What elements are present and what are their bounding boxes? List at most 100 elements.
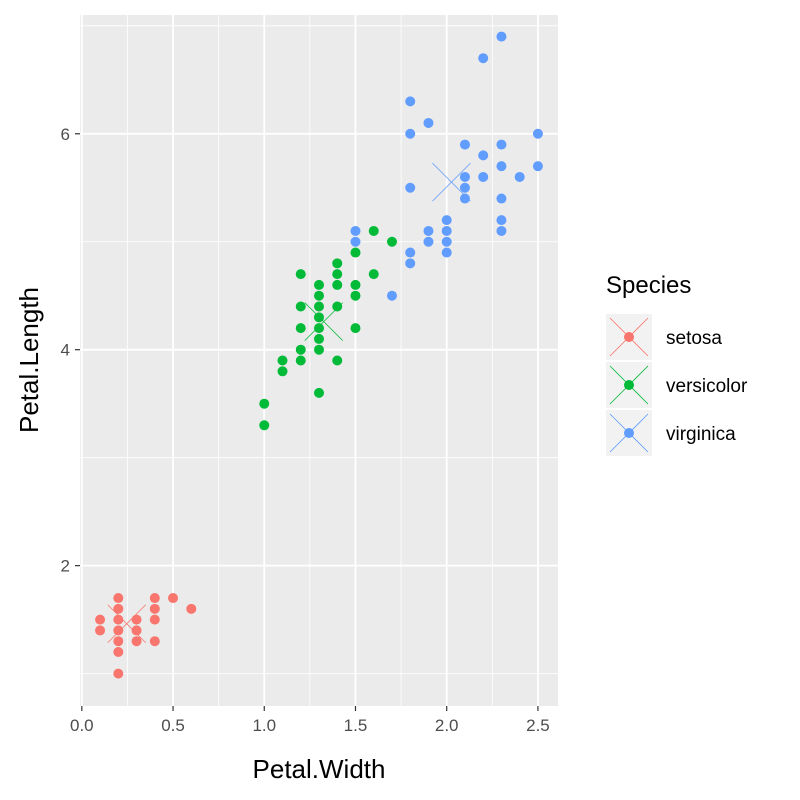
data-point-versicolor bbox=[332, 301, 343, 312]
data-point-virginica bbox=[405, 128, 416, 139]
y-axis-ticks: 2 4 6 bbox=[61, 125, 80, 576]
x-axis-title: Petal.Width bbox=[253, 754, 386, 784]
data-point-versicolor bbox=[314, 301, 324, 312]
data-point-setosa bbox=[113, 614, 124, 625]
data-point-versicolor bbox=[350, 279, 361, 290]
data-point-versicolor bbox=[314, 290, 324, 301]
data-point-versicolor bbox=[295, 355, 306, 366]
data-point-setosa bbox=[95, 614, 106, 625]
data-point-virginica bbox=[496, 139, 507, 150]
data-point-versicolor bbox=[332, 279, 343, 290]
data-point-virginica bbox=[532, 128, 543, 139]
data-point-virginica bbox=[405, 247, 416, 258]
centroid-marker-virginica bbox=[432, 162, 471, 202]
y-tick-label: 6 bbox=[61, 125, 70, 144]
data-point-versicolor bbox=[350, 290, 361, 301]
data-point-virginica bbox=[441, 236, 452, 247]
x-tick-label: 1.5 bbox=[344, 716, 368, 735]
data-point-versicolor bbox=[295, 344, 306, 355]
data-point-versicolor bbox=[295, 269, 306, 280]
data-point-setosa bbox=[113, 636, 124, 647]
data-point-virginica bbox=[423, 117, 434, 128]
data-point-versicolor bbox=[332, 258, 343, 269]
data-point-versicolor bbox=[332, 355, 343, 366]
data-point-virginica bbox=[478, 171, 489, 182]
points-layer bbox=[95, 31, 543, 679]
y-axis-title: Petal.Length bbox=[14, 287, 44, 433]
grid-minor bbox=[80, 15, 558, 706]
data-point-virginica bbox=[496, 193, 507, 204]
data-point-setosa bbox=[113, 668, 124, 679]
data-point-virginica bbox=[496, 225, 507, 236]
legend-key-point bbox=[624, 380, 634, 390]
legend-label: virginica bbox=[666, 424, 736, 445]
data-point-setosa bbox=[149, 636, 160, 647]
data-point-virginica bbox=[441, 215, 452, 226]
data-point-virginica bbox=[441, 225, 452, 236]
data-point-virginica bbox=[459, 182, 470, 193]
data-point-virginica bbox=[350, 236, 361, 247]
data-point-setosa bbox=[186, 603, 197, 614]
legend: Species setosa versicolor virginica bbox=[606, 272, 748, 456]
data-point-versicolor bbox=[277, 366, 288, 377]
data-point-versicolor bbox=[368, 269, 379, 280]
x-tick-label: 2.5 bbox=[526, 716, 550, 735]
data-point-virginica bbox=[496, 31, 507, 42]
data-point-virginica bbox=[459, 193, 470, 204]
data-point-versicolor bbox=[314, 333, 324, 344]
legend-item-versicolor: versicolor bbox=[606, 362, 748, 408]
data-point-setosa bbox=[113, 625, 124, 636]
data-point-setosa bbox=[113, 593, 124, 604]
data-point-setosa bbox=[113, 603, 124, 614]
data-point-versicolor bbox=[314, 279, 324, 290]
data-point-versicolor bbox=[295, 323, 306, 334]
data-point-versicolor bbox=[314, 387, 324, 398]
data-point-versicolor bbox=[386, 236, 397, 247]
x-tick-label: 1.0 bbox=[252, 716, 276, 735]
legend-items: setosa versicolor virginica bbox=[606, 314, 748, 456]
data-point-setosa bbox=[131, 625, 142, 636]
data-point-virginica bbox=[405, 182, 416, 193]
data-point-virginica bbox=[423, 225, 434, 236]
data-point-setosa bbox=[131, 614, 142, 625]
data-point-setosa bbox=[149, 593, 160, 604]
legend-label: versicolor bbox=[666, 376, 748, 397]
legend-title: Species bbox=[606, 272, 691, 299]
x-axis-ticks: 0.0 0.5 1.0 1.5 2.0 2.5 bbox=[70, 706, 550, 735]
data-point-versicolor bbox=[368, 225, 379, 236]
data-point-virginica bbox=[386, 290, 397, 301]
x-tick-label: 2.0 bbox=[435, 716, 459, 735]
data-point-virginica bbox=[478, 53, 489, 64]
data-point-virginica bbox=[423, 236, 434, 247]
data-point-versicolor bbox=[314, 323, 324, 334]
legend-key-point bbox=[624, 428, 634, 438]
data-point-versicolor bbox=[350, 247, 361, 258]
legend-item-virginica: virginica bbox=[606, 410, 736, 456]
data-point-virginica bbox=[441, 247, 452, 258]
data-point-virginica bbox=[459, 139, 470, 150]
data-point-setosa bbox=[168, 593, 179, 604]
data-point-virginica bbox=[478, 150, 489, 161]
data-point-versicolor bbox=[259, 398, 270, 409]
data-point-virginica bbox=[350, 225, 361, 236]
x-tick-label: 0.5 bbox=[161, 716, 185, 735]
data-point-versicolor bbox=[314, 344, 324, 355]
centroid-marker-versicolor bbox=[304, 302, 344, 341]
legend-key-point bbox=[624, 332, 634, 342]
data-point-versicolor bbox=[332, 269, 343, 280]
data-point-virginica bbox=[532, 161, 543, 172]
data-point-setosa bbox=[131, 636, 142, 647]
data-point-setosa bbox=[149, 614, 160, 625]
plot-panel bbox=[80, 15, 558, 706]
y-tick-label: 2 bbox=[61, 557, 70, 576]
data-point-virginica bbox=[405, 96, 416, 107]
data-point-virginica bbox=[496, 161, 507, 172]
centroid-layer bbox=[107, 162, 471, 644]
legend-item-setosa: setosa bbox=[606, 314, 722, 360]
data-point-virginica bbox=[459, 171, 470, 182]
legend-label: setosa bbox=[666, 328, 722, 349]
data-point-virginica bbox=[514, 171, 525, 182]
data-point-versicolor bbox=[277, 355, 288, 366]
data-point-versicolor bbox=[295, 301, 306, 312]
